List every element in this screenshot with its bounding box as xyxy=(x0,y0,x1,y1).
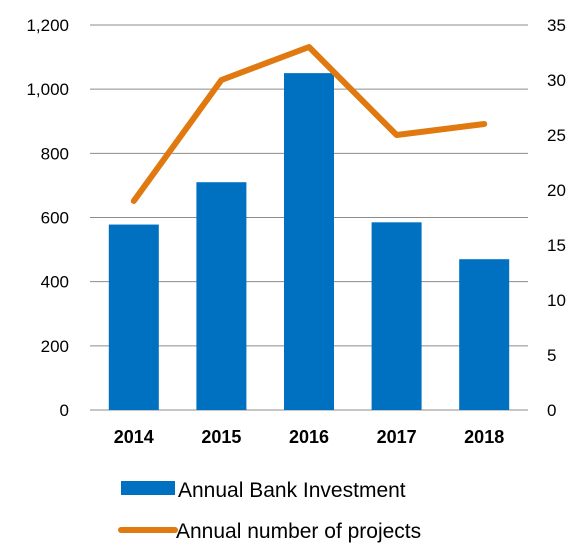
right-tick-label: 30 xyxy=(547,71,566,90)
right-tick-label: 0 xyxy=(547,401,556,420)
investment-bars xyxy=(108,73,510,410)
bar-2018 xyxy=(459,259,510,410)
legend-swatch-bank-investment xyxy=(121,481,175,495)
legend: Annual Bank Investment Annual number of … xyxy=(118,479,421,543)
left-tick-label: 600 xyxy=(41,209,69,228)
left-tick-label: 200 xyxy=(41,337,69,356)
left-tick-label: 800 xyxy=(41,144,69,163)
right-y-axis: 0 5 10 15 20 25 30 35 xyxy=(547,16,566,420)
x-axis: 2014 2015 2016 2017 2018 xyxy=(114,427,504,447)
x-tick-label: 2017 xyxy=(377,427,417,447)
bar-2017 xyxy=(371,222,422,410)
x-tick-label: 2016 xyxy=(289,427,329,447)
legend-label-bank-investment: Annual Bank Investment xyxy=(178,479,406,502)
legend-label-number-of-projects: Annual number of projects xyxy=(176,520,421,543)
x-tick-label: 2018 xyxy=(464,427,504,447)
left-tick-label: 1,200 xyxy=(26,16,69,35)
bar-2014 xyxy=(108,224,159,410)
right-tick-label: 35 xyxy=(547,16,566,35)
left-y-axis: 0 200 400 600 800 1,000 1,200 xyxy=(26,16,69,420)
bar-2016 xyxy=(284,73,334,410)
left-tick-label: 400 xyxy=(41,273,69,292)
x-tick-label: 2014 xyxy=(114,427,154,447)
left-tick-label: 0 xyxy=(60,401,69,420)
bar-2015 xyxy=(196,182,247,410)
right-tick-label: 5 xyxy=(547,346,556,365)
right-tick-label: 25 xyxy=(547,126,566,145)
right-tick-label: 20 xyxy=(547,181,566,200)
left-tick-label: 1,000 xyxy=(26,80,69,99)
x-tick-label: 2015 xyxy=(201,427,241,447)
right-tick-label: 10 xyxy=(547,291,566,310)
projects-line-series xyxy=(130,44,488,204)
right-tick-label: 15 xyxy=(547,236,566,255)
